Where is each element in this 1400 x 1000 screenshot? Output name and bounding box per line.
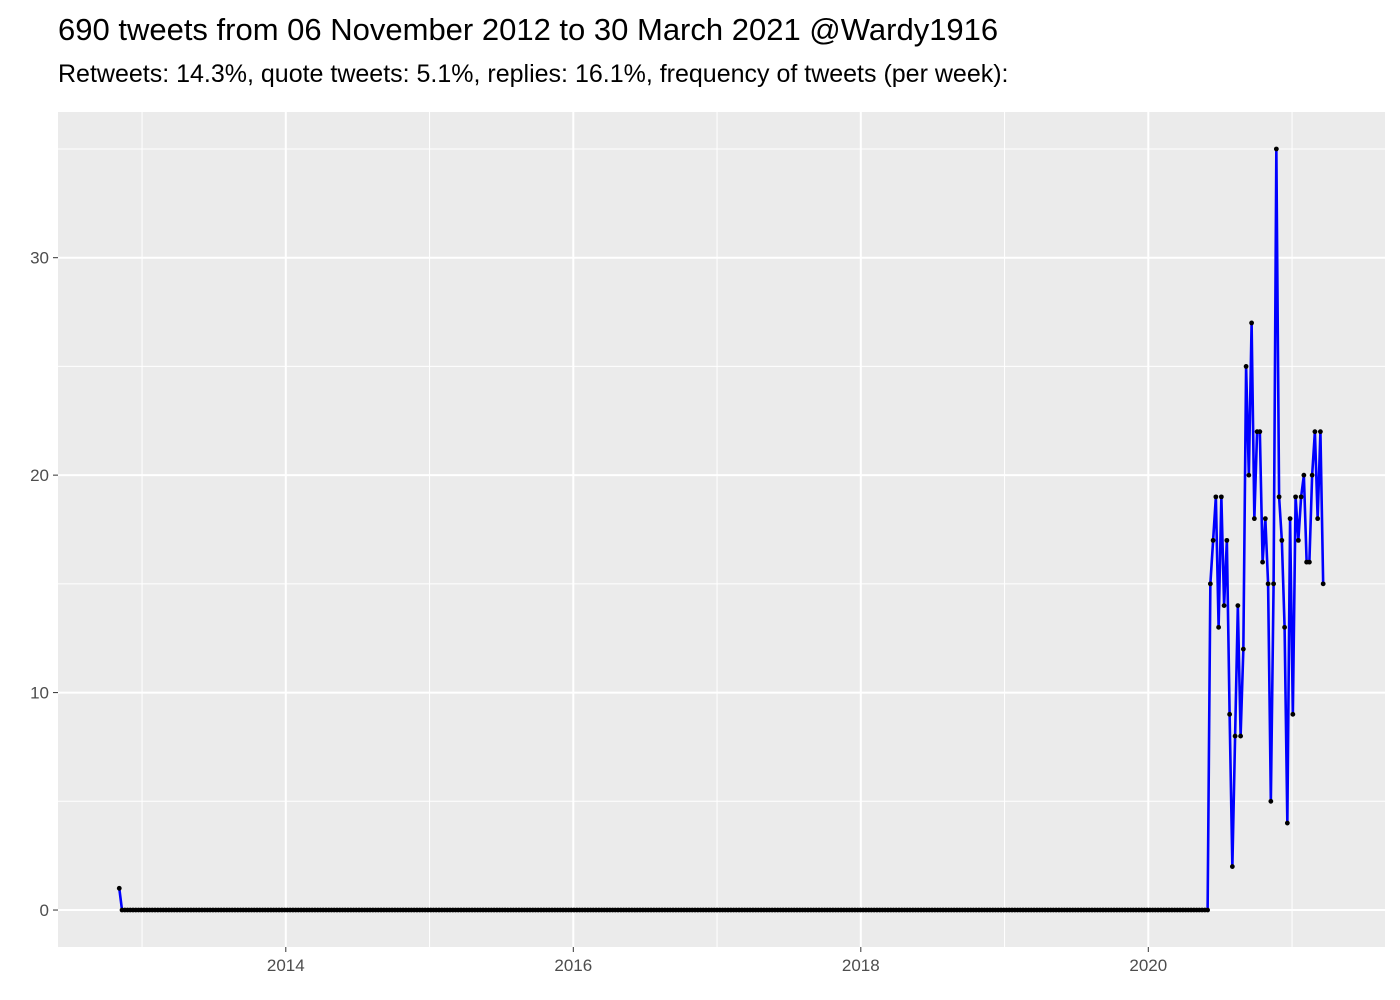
data-point — [1309, 472, 1315, 478]
data-point — [1249, 320, 1255, 326]
data-point — [1257, 429, 1263, 435]
data-point — [1312, 429, 1318, 435]
data-point — [1221, 603, 1227, 609]
plot-panel — [58, 112, 1385, 947]
data-point — [1224, 537, 1230, 543]
data-point — [1273, 146, 1279, 152]
gridlines — [58, 112, 1385, 947]
data-point — [1271, 581, 1276, 587]
data-point — [1238, 733, 1244, 739]
data-point — [1218, 494, 1224, 500]
x-tick-label: 2014 — [267, 956, 305, 975]
data-point — [1229, 864, 1235, 869]
data-point — [1293, 494, 1298, 500]
data-point — [1284, 820, 1290, 826]
y-tick-label: 0 — [40, 901, 49, 920]
data-point — [1235, 603, 1241, 609]
data-point — [1262, 516, 1268, 522]
data-point — [1318, 429, 1323, 435]
data-point — [1279, 537, 1285, 543]
axes: 2014 2016 2018 2020 0 10 20 30 — [30, 249, 1167, 975]
y-tick-label: 20 — [30, 466, 49, 485]
data-point — [1213, 494, 1219, 500]
data-point — [1210, 537, 1216, 543]
data-point — [1298, 494, 1304, 500]
data-point — [1251, 516, 1257, 522]
y-tick-label: 30 — [30, 249, 49, 268]
data-point — [1301, 472, 1307, 478]
x-tick-label: 2020 — [1129, 956, 1167, 975]
data-point — [1205, 907, 1211, 913]
data-point — [1227, 711, 1233, 717]
data-point — [1295, 537, 1301, 543]
data-point — [1306, 559, 1312, 565]
data-point — [1265, 581, 1271, 587]
data-point — [1243, 364, 1249, 369]
x-tick-label: 2016 — [554, 956, 592, 975]
series — [116, 146, 1326, 913]
data-point — [1246, 472, 1252, 478]
data-point — [1315, 516, 1321, 522]
chart-title: 690 tweets from 06 November 2012 to 30 M… — [58, 12, 999, 47]
chart-subtitle: Retweets: 14.3%, quote tweets: 5.1%, rep… — [58, 60, 1009, 88]
data-point — [1320, 581, 1326, 587]
data-point — [1207, 581, 1213, 587]
data-point — [1240, 646, 1246, 652]
data-point — [1268, 798, 1274, 804]
x-tick-label: 2018 — [842, 956, 880, 975]
data-point — [1290, 711, 1296, 717]
data-point — [1260, 559, 1265, 565]
data-point — [1216, 624, 1222, 630]
data-point — [1287, 516, 1293, 522]
data-point — [1232, 733, 1238, 739]
data-point — [1276, 494, 1282, 500]
data-point — [116, 885, 122, 891]
data-point — [1282, 624, 1287, 630]
y-tick-label: 10 — [30, 684, 49, 703]
